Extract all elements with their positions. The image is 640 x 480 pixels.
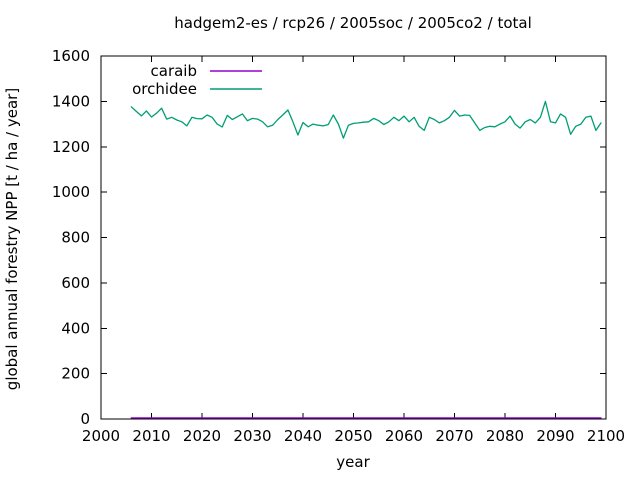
- y-tick-label: 1400: [52, 92, 90, 110]
- y-tick-label: 800: [61, 229, 90, 247]
- x-tick-label: 2010: [132, 427, 170, 445]
- y-tick-label: 400: [61, 319, 90, 337]
- x-tick-label: 2070: [435, 427, 473, 445]
- chart-title: hadgem2-es / rcp26 / 2005soc / 2005co2 /…: [174, 14, 532, 32]
- x-tick-label: 2060: [385, 427, 423, 445]
- legend-label-caraib: caraib: [151, 62, 198, 80]
- y-tick-label: 600: [61, 274, 90, 292]
- x-tick-label: 2050: [334, 427, 372, 445]
- x-tick-label: 2000: [82, 427, 120, 445]
- x-tick-label: 2090: [536, 427, 574, 445]
- y-axis-label: global annual forestry NPP [t / ha / yea…: [3, 88, 21, 390]
- y-tick-label: 1200: [52, 138, 90, 156]
- axis-ticks: [100, 55, 607, 420]
- plot-border: [100, 55, 607, 420]
- y-tick-label: 0: [80, 410, 90, 428]
- y-tick-label: 1600: [52, 47, 90, 65]
- y-tick-label: 1000: [52, 183, 90, 201]
- legend: caraib orchidee: [132, 62, 262, 98]
- x-tick-label: 2040: [284, 427, 322, 445]
- data-series: [130, 100, 602, 419]
- x-axis-label: year: [336, 453, 370, 471]
- x-tick-label: 2030: [233, 427, 271, 445]
- y-tick-label: 200: [61, 365, 90, 383]
- series-line-orchidee: [130, 100, 602, 139]
- x-tick-label: 2080: [486, 427, 524, 445]
- x-tick-label: 2020: [183, 427, 221, 445]
- axis-tick-labels: 2000 2010 2020 2030 2040 2050 2060 2070 2080 2090…: [52, 47, 625, 445]
- legend-label-orchidee: orchidee: [132, 80, 197, 98]
- x-tick-label: 2100: [587, 427, 625, 445]
